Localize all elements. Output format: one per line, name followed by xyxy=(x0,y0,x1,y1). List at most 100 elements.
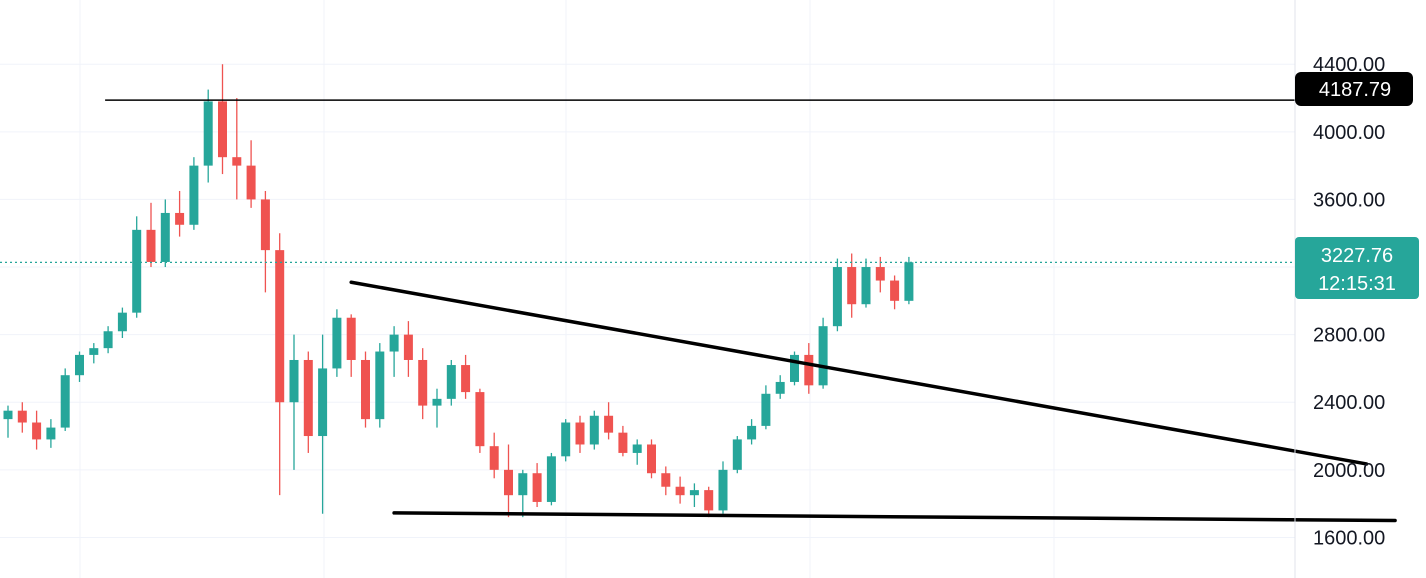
candle-up xyxy=(832,258,842,332)
candle-down xyxy=(804,343,814,394)
candle-down xyxy=(847,253,857,318)
candle-body xyxy=(203,101,213,166)
candle-body xyxy=(589,415,599,445)
candle-up xyxy=(203,89,213,183)
candle-body xyxy=(103,331,113,349)
price-axis[interactable]: 4400.00 4000.00 3600.00 2800.00 2400.00 2000.… xyxy=(1313,54,1385,549)
candle-up xyxy=(332,309,342,377)
candle-up xyxy=(775,375,785,399)
candle-body xyxy=(160,212,170,262)
candle-down xyxy=(489,432,499,479)
candle-body xyxy=(17,410,27,423)
candle-body xyxy=(232,157,242,166)
candle-down xyxy=(647,439,656,479)
last-price-badge: 3227.76 12:15:31 xyxy=(1295,237,1419,299)
candle-up xyxy=(589,410,599,450)
candle-body xyxy=(804,354,814,386)
candle-body xyxy=(832,267,842,327)
countdown-label: 12:15:31 xyxy=(1318,273,1396,295)
candle-down xyxy=(146,202,156,268)
candle-body xyxy=(875,267,885,281)
candle-body xyxy=(346,317,356,360)
candle-up xyxy=(103,326,113,354)
candle-body xyxy=(546,456,556,502)
candle-down xyxy=(461,354,471,399)
candle-body xyxy=(775,381,785,394)
candle-up xyxy=(747,419,757,445)
candle-down xyxy=(675,476,685,504)
candle-body xyxy=(389,334,399,352)
candle-body xyxy=(504,469,513,496)
grid-layer xyxy=(0,0,1295,578)
candle-body xyxy=(618,432,628,453)
candle-body xyxy=(732,439,742,470)
candle-up xyxy=(89,343,99,364)
candle-down xyxy=(260,190,270,293)
candle-body xyxy=(747,425,757,440)
candle-down xyxy=(604,402,614,440)
candle-up xyxy=(904,256,914,305)
candle-down xyxy=(303,351,313,453)
candle-body xyxy=(260,199,270,251)
candle-up xyxy=(289,334,299,470)
candle-body xyxy=(561,422,571,457)
candle-down xyxy=(232,98,242,200)
candle-body xyxy=(575,422,585,445)
candle-down xyxy=(275,233,285,496)
candle-body xyxy=(332,317,342,369)
candle-down xyxy=(504,444,513,518)
candle-down xyxy=(704,486,714,518)
y-tick-label: 2400.00 xyxy=(1313,392,1385,414)
candle-body xyxy=(289,359,299,403)
candle-body xyxy=(89,348,99,355)
price-level-badge-bg xyxy=(1295,72,1413,106)
candle-body xyxy=(32,422,42,440)
candle-up xyxy=(75,351,84,382)
last-price-badge-bg xyxy=(1295,237,1419,299)
candle-body xyxy=(675,486,685,496)
candle-body xyxy=(418,359,428,406)
candle-up xyxy=(518,469,528,518)
candle-up xyxy=(546,452,556,506)
y-tick-label: 4400.00 xyxy=(1313,54,1385,76)
candle-body xyxy=(361,359,370,420)
candle-body xyxy=(117,312,127,332)
candle-body xyxy=(475,392,485,447)
candle-body xyxy=(647,444,656,474)
candle-up xyxy=(3,405,13,438)
price-level-label: 4187.79 xyxy=(1319,79,1391,101)
candle-down xyxy=(403,321,413,377)
candle-up xyxy=(632,439,642,465)
candle-down xyxy=(32,410,42,450)
candle-body xyxy=(661,473,671,487)
trendline-descending-resistance xyxy=(349,280,1369,466)
trendline-support xyxy=(392,511,1397,523)
candle-body xyxy=(632,444,642,453)
candle-down xyxy=(532,463,542,508)
candle-body xyxy=(489,446,499,470)
candle-body xyxy=(604,415,614,433)
candle-up xyxy=(818,317,828,389)
candle-body xyxy=(446,365,456,399)
candle-down xyxy=(218,64,227,175)
candle-up xyxy=(432,388,442,428)
candle-down xyxy=(17,402,27,433)
candle-body xyxy=(3,410,13,420)
candle-body xyxy=(175,212,185,225)
overlay-layer xyxy=(0,99,1397,523)
candle-up xyxy=(132,216,142,318)
candle-body xyxy=(718,469,728,511)
candle-up xyxy=(446,359,456,406)
candle-up xyxy=(689,483,699,508)
candle-body xyxy=(318,368,328,437)
candle-up xyxy=(790,351,799,386)
y-tick-label: 2000.00 xyxy=(1313,460,1385,482)
candle-down xyxy=(175,190,185,237)
candle-up xyxy=(189,157,199,230)
candle-down xyxy=(661,466,671,496)
candle-down xyxy=(361,351,370,428)
last-price-label: 3227.76 xyxy=(1321,245,1393,267)
candle-body xyxy=(218,101,227,158)
